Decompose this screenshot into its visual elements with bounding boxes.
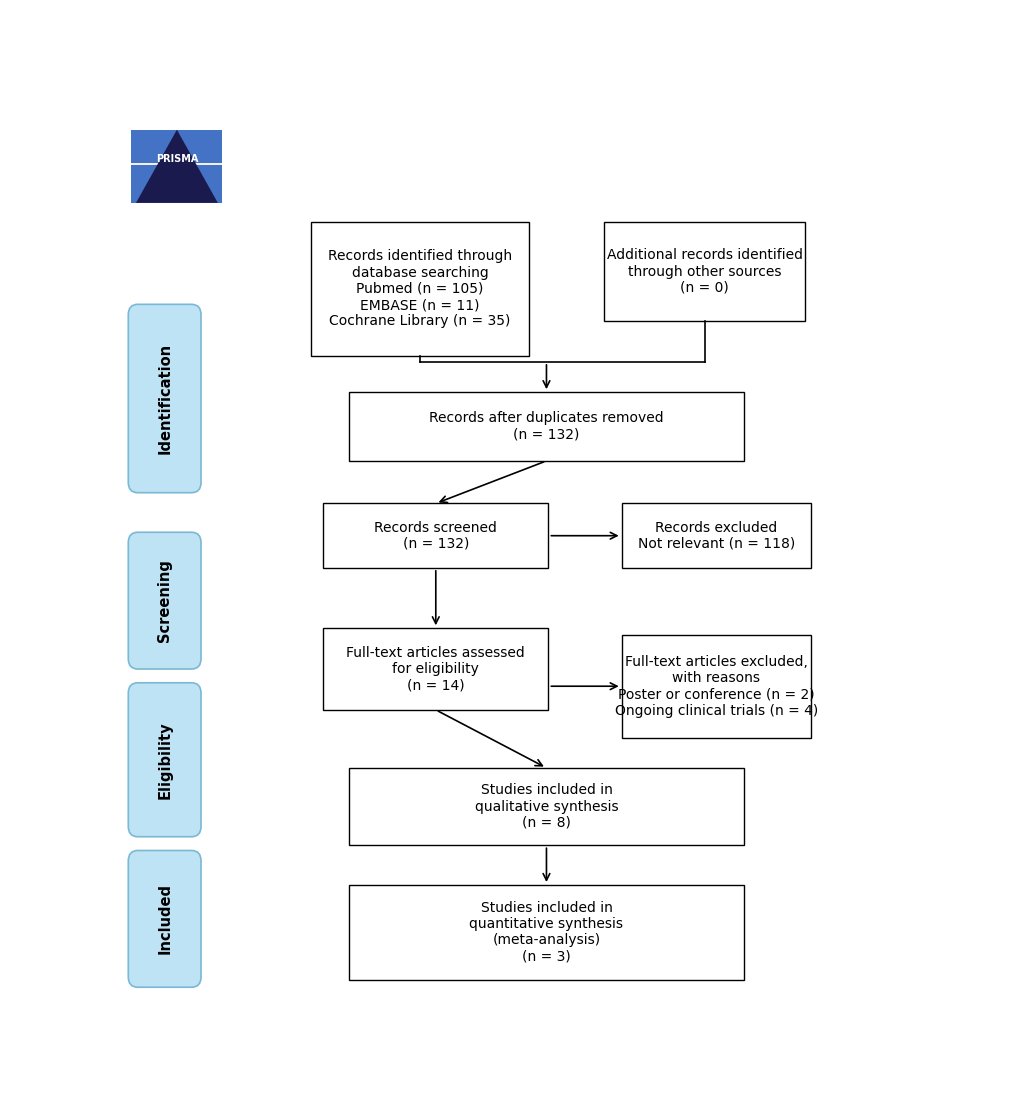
- FancyBboxPatch shape: [128, 304, 201, 493]
- Text: Eligibility: Eligibility: [157, 720, 172, 799]
- Text: Screening: Screening: [157, 560, 172, 642]
- FancyBboxPatch shape: [131, 130, 222, 203]
- Text: Records after duplicates removed
(n = 132): Records after duplicates removed (n = 13…: [429, 411, 663, 441]
- Text: Full-text articles excluded,
with reasons
Poster or conference (n = 2)
Ongoing c: Full-text articles excluded, with reason…: [614, 655, 817, 717]
- FancyBboxPatch shape: [323, 628, 548, 710]
- Text: Identification: Identification: [157, 343, 172, 455]
- FancyBboxPatch shape: [131, 130, 222, 163]
- FancyBboxPatch shape: [603, 222, 805, 321]
- Text: Included: Included: [157, 884, 172, 954]
- FancyBboxPatch shape: [348, 392, 744, 461]
- Text: Records screened
(n = 132): Records screened (n = 132): [374, 521, 496, 551]
- FancyBboxPatch shape: [348, 767, 744, 846]
- Text: Records identified through
database searching
Pubmed (n = 105)
EMBASE (n = 11)
C: Records identified through database sear…: [327, 249, 512, 328]
- Text: Studies included in
quantitative synthesis
(meta-analysis)
(n = 3): Studies included in quantitative synthes…: [469, 901, 623, 964]
- Polygon shape: [136, 130, 218, 203]
- FancyBboxPatch shape: [128, 682, 201, 837]
- FancyBboxPatch shape: [323, 504, 548, 567]
- FancyBboxPatch shape: [621, 504, 810, 567]
- Text: Additional records identified
through other sources
(n = 0): Additional records identified through ot…: [606, 248, 802, 295]
- FancyBboxPatch shape: [348, 885, 744, 980]
- FancyBboxPatch shape: [128, 533, 201, 669]
- Text: PRISMA: PRISMA: [156, 154, 198, 164]
- Text: Full-text articles assessed
for eligibility
(n = 14): Full-text articles assessed for eligibil…: [346, 646, 525, 693]
- FancyBboxPatch shape: [621, 634, 810, 738]
- Text: Studies included in
qualitative synthesis
(n = 8): Studies included in qualitative synthesi…: [474, 783, 618, 830]
- Text: Records excluded
Not relevant (n = 118): Records excluded Not relevant (n = 118): [637, 521, 794, 551]
- FancyBboxPatch shape: [311, 222, 528, 355]
- FancyBboxPatch shape: [128, 850, 201, 987]
- FancyBboxPatch shape: [131, 165, 222, 203]
